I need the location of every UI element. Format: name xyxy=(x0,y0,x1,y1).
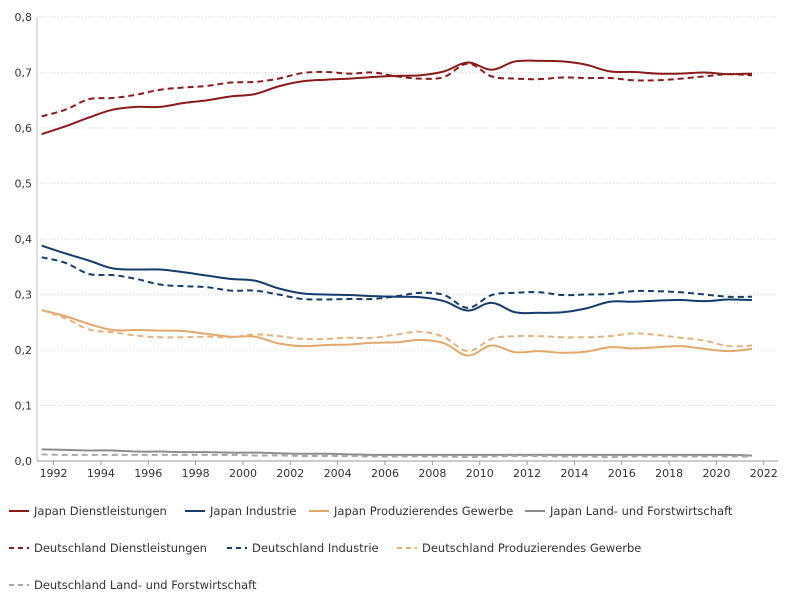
series-line-japan-produzierendes-gewerbe xyxy=(41,309,753,357)
legend-swatch xyxy=(525,509,545,512)
y-tick-label: 0,8 xyxy=(15,11,33,24)
y-tick-label: 0,0 xyxy=(15,455,33,468)
legend-item-japan-produzierendes-gewerbe: Japan Produzierendes Gewerbe xyxy=(308,504,524,518)
y-tick-label: 0,4 xyxy=(15,233,33,246)
x-tick-label: 2012 xyxy=(513,467,541,480)
legend-swatch xyxy=(309,509,329,512)
legend-label: Deutschland Produzierendes Gewerbe xyxy=(422,540,642,555)
legend-label: Japan Land- und Forstwirtschaft xyxy=(550,503,733,518)
x-tick-label: 1992 xyxy=(40,467,68,480)
legend-item-deutschland-land-und-forstwirtschaft: Deutschland Land- und Forstwirtschaft xyxy=(8,578,308,592)
x-tick-label: 2006 xyxy=(371,467,399,480)
x-tick-label: 2002 xyxy=(276,467,304,480)
legend-swatch xyxy=(9,509,29,512)
series xyxy=(41,59,753,459)
legend-swatch xyxy=(227,546,247,549)
legend-item-deutschland-produzierendes-gewerbe: Deutschland Produzierendes Gewerbe xyxy=(396,541,656,555)
legend-label: Deutschland Dienstleistungen xyxy=(34,540,207,555)
series-line-deutschland-industrie xyxy=(41,256,752,309)
line-chart: 0,0 0,1 0,2 0,3 0,4 0,5 0,6 0,7 0,8 1992 1994 1996 1… xyxy=(15,11,778,480)
legend-label: Deutschland Industrie xyxy=(252,540,379,555)
legend: Japan Dienstleistungen Japan Industrie Jap… xyxy=(8,492,792,603)
legend-label: Japan Dienstleistungen xyxy=(34,503,167,518)
x-tick-label: 2014 xyxy=(560,467,588,480)
y-tick-label: 0,5 xyxy=(15,178,33,191)
legend-row: Japan Dienstleistungen Japan Industrie Jap… xyxy=(8,492,792,529)
series-line-japan-land-und-forstwirtschaft xyxy=(41,448,752,457)
y-tick-label: 0,1 xyxy=(15,400,33,413)
legend-swatch xyxy=(397,546,417,549)
series-line-deutschland-produzierendes-gewerbe xyxy=(41,309,752,353)
legend-swatch xyxy=(9,583,29,586)
x-tick-label: 2000 xyxy=(229,467,257,480)
legend-swatch xyxy=(185,509,205,512)
legend-label: Japan Produzierendes Gewerbe xyxy=(334,503,514,518)
legend-row: Deutschland Land- und Forstwirtschaft xyxy=(8,566,792,603)
series-line-deutschland-land-und-forstwirtschaft xyxy=(41,453,752,459)
legend-label: Japan Industrie xyxy=(210,503,297,518)
y-tick-label: 0,7 xyxy=(15,67,33,80)
grid xyxy=(37,16,778,406)
y-tick-label: 0,6 xyxy=(15,122,33,135)
legend-item-deutschland-industrie: Deutschland Industrie xyxy=(226,541,396,555)
x-tick-label: 2022 xyxy=(750,467,778,480)
y-tick-label: 0,2 xyxy=(15,344,33,357)
x-tick-label: 1998 xyxy=(182,467,210,480)
x-tick-label: 1994 xyxy=(87,467,115,480)
series-line-deutschland-dienstleistungen xyxy=(41,62,753,118)
legend-item-japan-land-und-forstwirtschaft: Japan Land- und Forstwirtschaft xyxy=(524,504,764,518)
series-line-japan-dienstleistungen xyxy=(41,59,752,136)
x-tick-label: 2004 xyxy=(324,467,352,480)
x-tick-label: 2018 xyxy=(655,467,683,480)
axes: 0,0 0,1 0,2 0,3 0,4 0,5 0,6 0,7 0,8 1992 1994 1996 1… xyxy=(15,11,778,480)
legend-item-japan-dienstleistungen: Japan Dienstleistungen xyxy=(8,504,184,518)
x-tick-label: 1996 xyxy=(134,467,162,480)
x-tick-label: 2010 xyxy=(466,467,494,480)
legend-swatch xyxy=(9,546,29,549)
legend-label: Deutschland Land- und Forstwirtschaft xyxy=(34,577,257,592)
x-tick-label: 2008 xyxy=(418,467,446,480)
legend-item-japan-industrie: Japan Industrie xyxy=(184,504,308,518)
series-line-japan-industrie xyxy=(41,244,752,315)
x-tick-label: 2020 xyxy=(702,467,730,480)
legend-item-deutschland-dienstleistungen: Deutschland Dienstleistungen xyxy=(8,541,226,555)
legend-row: Deutschland Dienstleistungen Deutschland … xyxy=(8,529,792,566)
x-tick-label: 2016 xyxy=(608,467,636,480)
y-tick-label: 0,3 xyxy=(15,289,33,302)
